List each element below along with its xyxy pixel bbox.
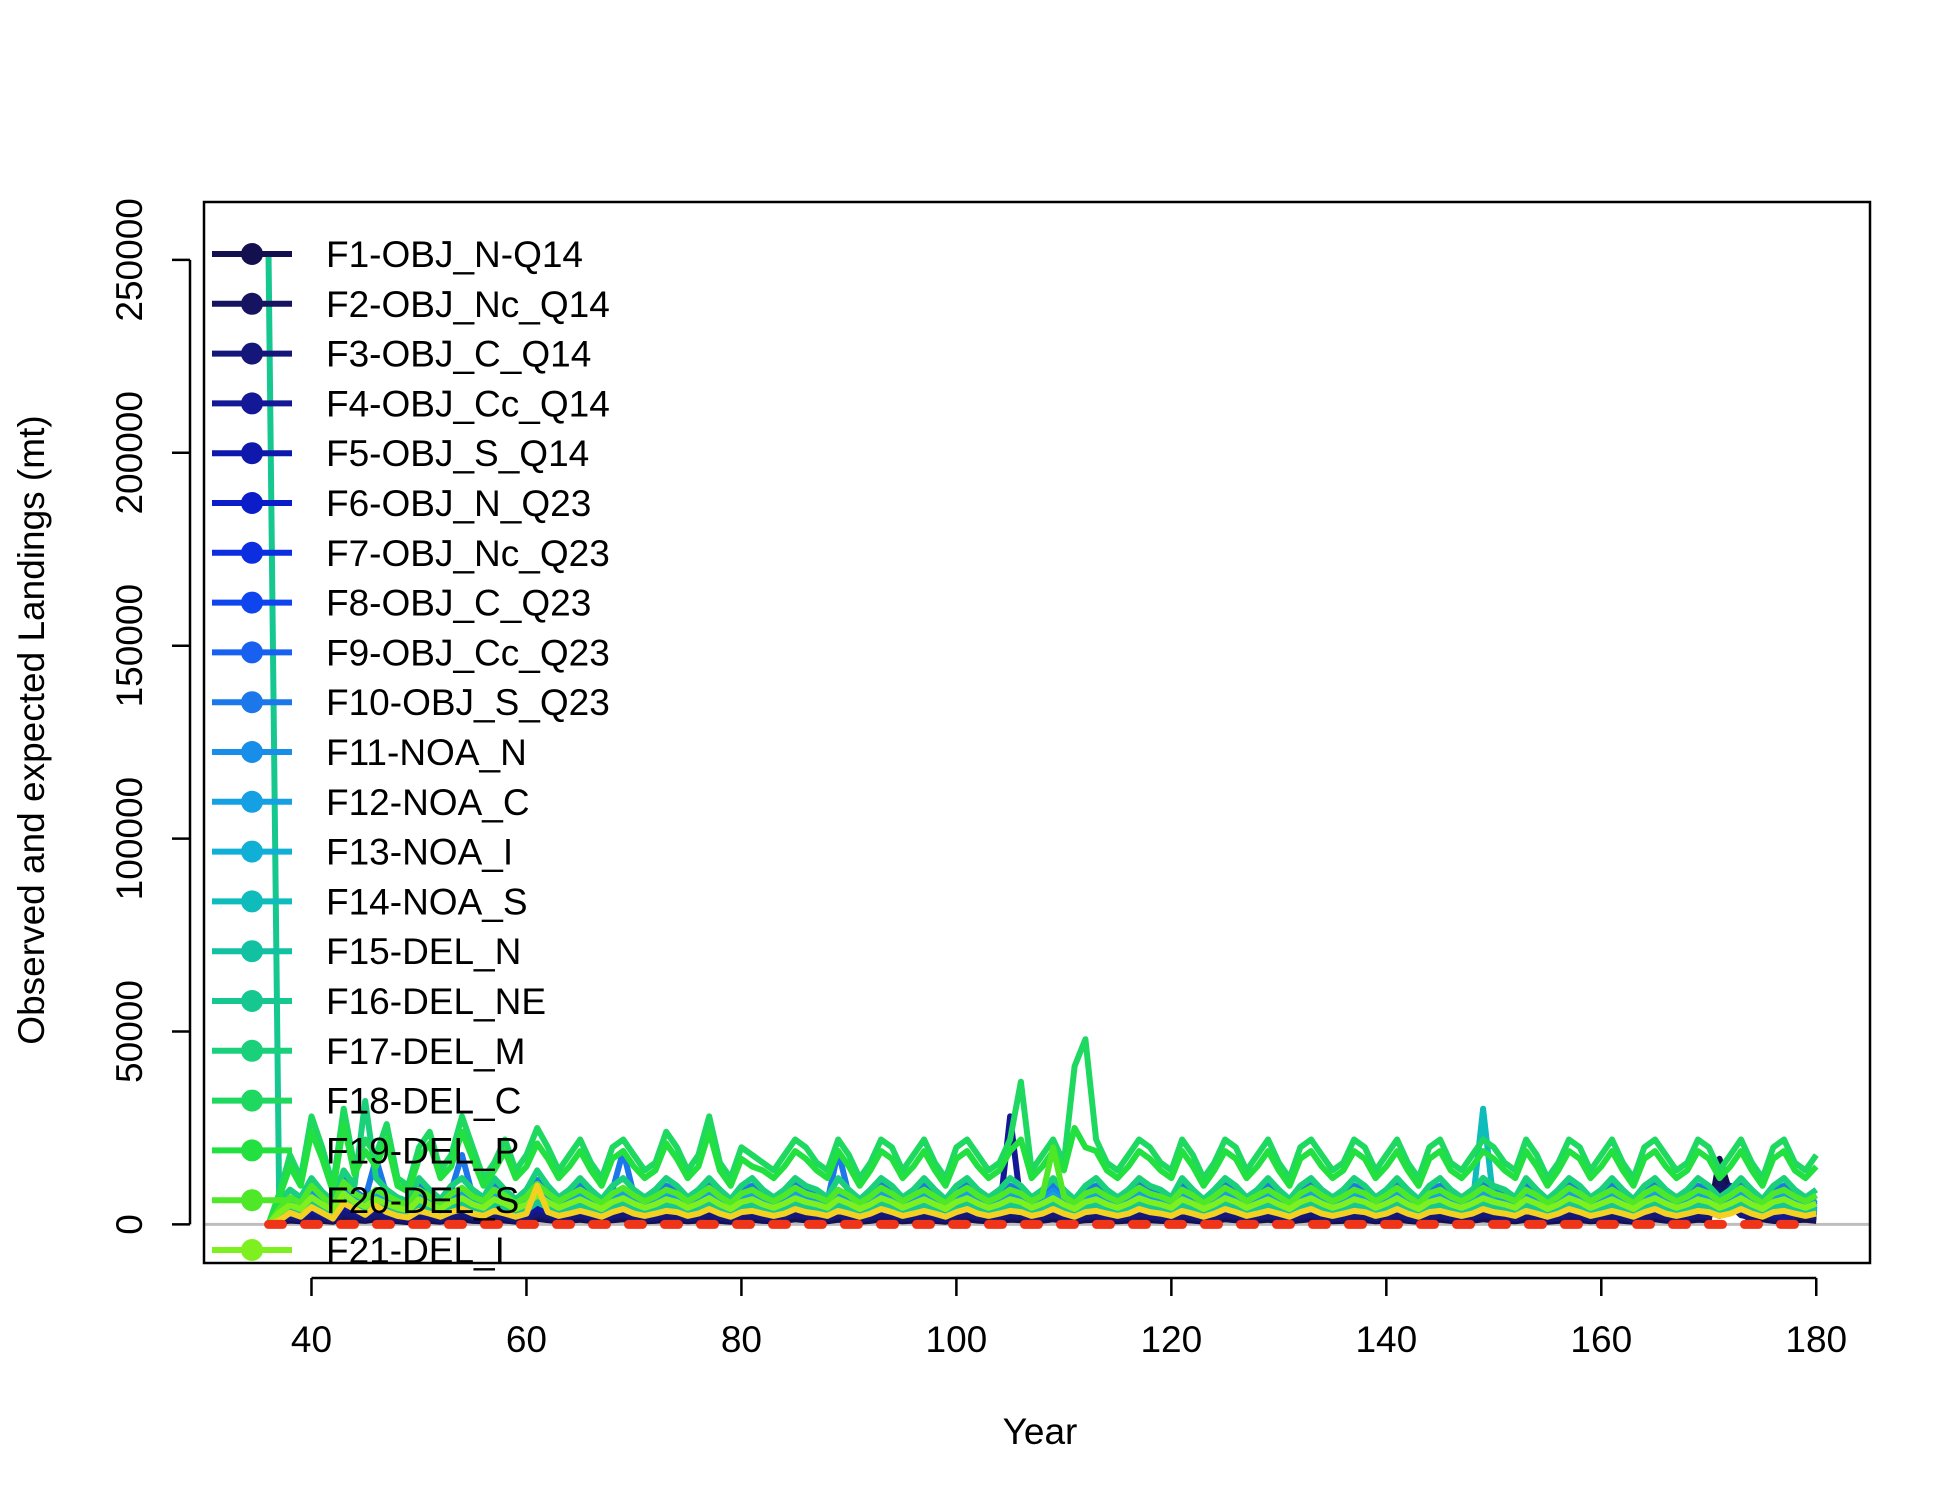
legend-label-f5-obj-s-q14: F5-OBJ_S_Q14 xyxy=(326,433,589,474)
legend-marker-f16-del-ne xyxy=(241,990,263,1012)
y-tick-label-250000: 250000 xyxy=(109,198,150,321)
legend-label-f9-obj-cc-q23: F9-OBJ_Cc_Q23 xyxy=(326,632,610,673)
legend-label-f4-obj-cc-q14: F4-OBJ_Cc_Q14 xyxy=(326,383,610,424)
legend-label-f14-noa-s: F14-NOA_S xyxy=(326,881,528,922)
legend-marker-f12-noa-c xyxy=(241,790,263,813)
legend-label-f12-noa-c: F12-NOA_C xyxy=(326,782,530,823)
y-tick-label-50000: 50000 xyxy=(109,980,150,1083)
legend-label-f16-del-ne: F16-DEL_NE xyxy=(326,981,546,1022)
x-axis: 40 60 80 100 120 140 160 180 xyxy=(291,1276,1847,1360)
x-tick-label-60: 60 xyxy=(506,1319,547,1360)
legend-label-f10-obj-s-q23: F10-OBJ_S_Q23 xyxy=(326,682,610,723)
x-tick-label-80: 80 xyxy=(721,1319,762,1360)
legend-label-f7-obj-nc-q23: F7-OBJ_Nc_Q23 xyxy=(326,533,610,574)
legend-label-f3-obj-c-q14: F3-OBJ_C_Q14 xyxy=(326,334,591,375)
series-line-f19-del-p xyxy=(265,1121,1819,1226)
plot-box xyxy=(202,200,1872,1265)
series-line-f21-del-i xyxy=(266,1190,1818,1227)
legend-marker-f3-obj-c-q14 xyxy=(241,342,263,365)
legend-marker-f1-obj-n-q14 xyxy=(241,243,263,265)
legend-label-f18-del-c: F18-DEL_C xyxy=(326,1081,521,1122)
legend-label-f13-noa-i: F13-NOA_I xyxy=(326,832,513,873)
legend-marker-f13-noa-i xyxy=(241,840,263,863)
legend-label-f8-obj-c-q23: F8-OBJ_C_Q23 xyxy=(326,583,591,624)
legend-marker-f19-del-p xyxy=(241,1139,263,1162)
plot-lines xyxy=(204,252,1870,1229)
legend-label-f20-del-s: F20-DEL_S xyxy=(326,1180,519,1221)
legend-marker-f18-del-c xyxy=(241,1089,263,1112)
legend-label-f6-obj-n-q23: F6-OBJ_N_Q23 xyxy=(326,483,591,524)
legend-marker-f5-obj-s-q14 xyxy=(241,442,263,465)
legend-marker-f15-del-n xyxy=(241,940,263,963)
legend-marker-f7-obj-nc-q23 xyxy=(241,541,263,564)
legend-label-f17-del-m: F17-DEL_M xyxy=(326,1031,525,1072)
series-line-f18-del-c xyxy=(265,1036,1819,1226)
legend-marker-f20-del-s xyxy=(241,1189,263,1212)
legend-label-f2-obj-nc-q14: F2-OBJ_Nc_Q14 xyxy=(326,284,610,325)
y-tick-label-0: 0 xyxy=(109,1214,150,1235)
x-tick-label-160: 160 xyxy=(1570,1319,1632,1360)
x-tick-label-180: 180 xyxy=(1785,1319,1847,1360)
legend-label-f15-del-n: F15-DEL_N xyxy=(326,931,521,972)
series-line-f3-obj-c-q14 xyxy=(267,1186,1817,1228)
y-tick-label-200000: 200000 xyxy=(109,391,150,514)
x-tick-label-40: 40 xyxy=(291,1319,332,1360)
legend-marker-f10-obj-s-q23 xyxy=(241,691,263,714)
legend-label-f21-del-i: F21-DEL_I xyxy=(326,1230,505,1271)
legend-label-f19-del-p: F19-DEL_P xyxy=(326,1130,519,1171)
plot-frame xyxy=(202,200,1872,1265)
x-tick-label-120: 120 xyxy=(1140,1319,1202,1360)
legend-label-f1-obj-n-q14: F1-OBJ_N-Q14 xyxy=(326,234,583,275)
series-line-f20-del-s xyxy=(266,1144,1818,1227)
legend-marker-f6-obj-n-q23 xyxy=(241,492,263,514)
x-tick-label-140: 140 xyxy=(1355,1319,1417,1360)
y-tick-label-100000: 100000 xyxy=(109,777,150,900)
y-axis-title: Observed and expected Landings (mt) xyxy=(11,415,52,1044)
legend-marker-f9-obj-cc-q23 xyxy=(241,641,263,664)
x-tick-label-100: 100 xyxy=(926,1319,988,1360)
legend-marker-f8-obj-c-q23 xyxy=(241,591,263,614)
legend-marker-f14-noa-s xyxy=(241,890,263,913)
legend-marker-f21-del-i xyxy=(241,1239,263,1261)
legend-label-f11-noa-n: F11-NOA_N xyxy=(326,732,527,773)
legend-marker-f11-noa-n xyxy=(241,741,263,763)
legend-marker-f2-obj-nc-q14 xyxy=(241,292,263,315)
series-line-unlabeled-21 xyxy=(267,1182,1817,1228)
legend-marker-f4-obj-cc-q14 xyxy=(241,392,263,415)
y-axis: 0 50000 100000 150000 200000 250000 xyxy=(109,198,192,1235)
y-tick-label-150000: 150000 xyxy=(109,584,150,707)
legend-marker-f17-del-m xyxy=(241,1039,263,1062)
x-axis-title: Year xyxy=(1003,1411,1078,1452)
legend: F1-OBJ_N-Q14 F2-OBJ_Nc_Q14 F3-OBJ_C_Q14 F4-… xyxy=(212,234,610,1271)
